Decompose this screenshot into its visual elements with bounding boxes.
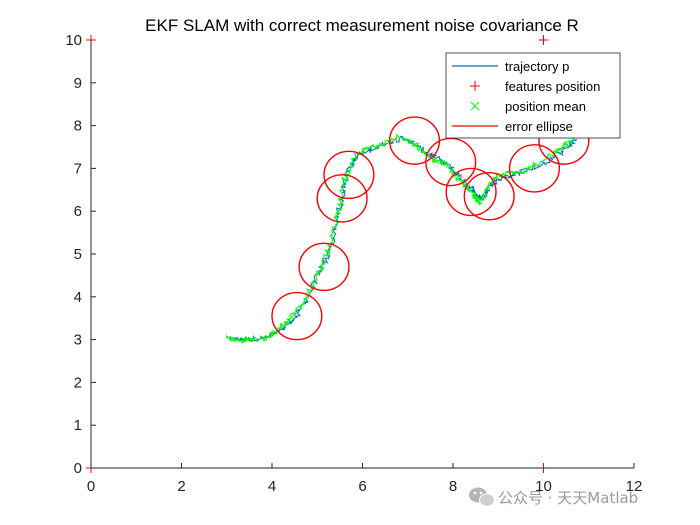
y-tick-label: 3 [74, 332, 82, 349]
y-tick-label: 4 [74, 289, 82, 306]
x-tick-label: 10 [535, 478, 552, 495]
x-tick-label: 2 [177, 478, 185, 495]
chart-title: EKF SLAM with correct measurement noise … [145, 16, 579, 35]
y-tick-label: 8 [74, 118, 82, 135]
error-ellipse [425, 137, 477, 187]
error-ellipse [323, 150, 375, 200]
legend-features-marker [470, 81, 480, 91]
error-ellipse [445, 167, 497, 217]
legend: trajectory p features position position … [445, 52, 621, 139]
y-tick-label: 2 [74, 374, 82, 391]
x-tick-label: 6 [358, 478, 366, 495]
legend-label-trajectory: trajectory p [505, 59, 569, 74]
error-ellipse [271, 291, 323, 341]
data-layer [226, 116, 590, 344]
y-tick-label: 1 [74, 417, 82, 434]
error-ellipse [298, 242, 350, 292]
x-tick-label: 12 [626, 478, 643, 495]
legend-label-position-mean: position mean [505, 99, 586, 114]
legend-label-features: features position [505, 79, 600, 94]
x-tick-label: 0 [87, 478, 95, 495]
axes-layer [90, 40, 634, 469]
y-tick-label: 6 [74, 203, 82, 220]
error-ellipse [316, 174, 368, 223]
legend-position-mean-marker [470, 101, 480, 111]
legend-box [445, 52, 621, 139]
series-line-trajectory [229, 135, 578, 342]
y-tick-label: 5 [74, 246, 82, 263]
watermark: 公众号 · 天天Matlab [469, 487, 638, 507]
feature-marker [538, 35, 549, 45]
legend-label-ellipse: error ellipse [505, 119, 573, 134]
x-tick-label: 4 [268, 478, 276, 495]
wechat-icon [469, 487, 495, 507]
y-tick-label: 7 [74, 160, 82, 177]
watermark-text: 公众号 · 天天Matlab [498, 489, 638, 507]
x-tick-label: 8 [449, 478, 457, 495]
error-ellipse [463, 171, 515, 221]
error-ellipse [508, 144, 561, 193]
y-tick-label: 9 [74, 75, 82, 92]
y-tick-label: 10 [65, 32, 82, 49]
y-tick-label: 0 [74, 460, 82, 477]
